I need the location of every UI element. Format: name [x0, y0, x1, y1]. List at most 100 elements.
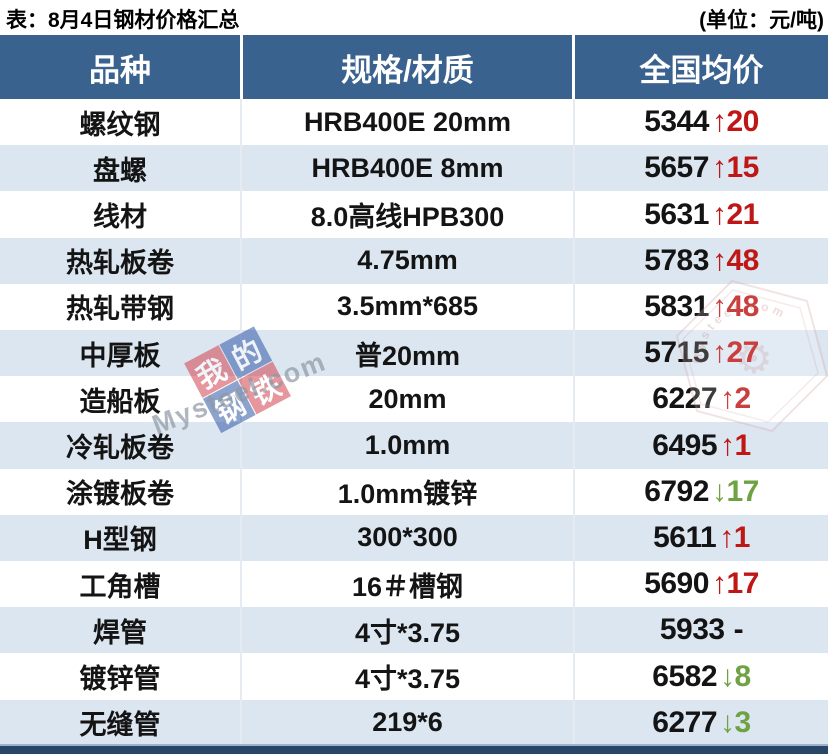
- price-value: 5933: [659, 613, 725, 647]
- up-arrow-icon: ↑: [711, 567, 727, 601]
- price-change: ↑ 15: [712, 151, 759, 185]
- variety-cell: 中厚板: [79, 340, 161, 371]
- table-row: 中厚板 普20mm 5715 ↑ 27: [0, 330, 828, 377]
- price-cell: 5715 ↑ 27: [575, 330, 828, 376]
- price-cell: 6277 ↓ 3: [575, 700, 828, 746]
- page-title: 表：8月4日钢材价格汇总: [6, 8, 240, 32]
- change-value: 1: [733, 520, 751, 554]
- table-row: 造船板 20mm 6227 ↑ 2: [0, 376, 828, 423]
- table-row: 涂镀板卷 1.0mm镀锌 6792 ↓ 17: [0, 468, 828, 515]
- up-arrow-icon: ↑: [711, 197, 727, 231]
- price-value: 5631: [644, 197, 709, 231]
- header-price: 全国均价: [639, 52, 764, 88]
- price-change: ↑ 48: [712, 244, 759, 278]
- table-row: 冷轧板卷 1.0mm 6495 ↑ 1: [0, 422, 828, 469]
- price-value: 5690: [644, 567, 709, 601]
- price-value: 6792: [644, 474, 709, 508]
- price-cell: 5783 ↑ 48: [575, 238, 828, 284]
- variety-cell: 盘螺: [93, 155, 147, 186]
- up-arrow-icon: ↑: [711, 151, 727, 185]
- down-arrow-icon: ↓: [720, 659, 735, 693]
- up-arrow-icon: ↑: [711, 289, 727, 323]
- variety-cell: 造船板: [79, 386, 161, 417]
- table-row: 焊管 4寸*3.75 5933 -: [0, 607, 828, 654]
- header-spec: 规格/材质: [240, 35, 575, 99]
- variety-cell: 热轧带钢: [66, 294, 174, 325]
- price-change: ↑ 48: [712, 290, 759, 324]
- spec-cell: HRB400E 20mm: [240, 99, 575, 146]
- variety-cell: 镀锌管: [79, 664, 161, 695]
- variety-cell: 冷轧板卷: [66, 433, 174, 464]
- price-change: ↑ 17: [712, 567, 759, 601]
- price-change: ↑ 21: [712, 198, 759, 232]
- table-row: 线材 8.0高线HPB300 5631 ↑ 21: [0, 191, 828, 238]
- variety-cell: 线材: [93, 202, 147, 232]
- change-value: 20: [726, 105, 759, 139]
- variety-cell: H型钢: [83, 525, 157, 556]
- spec-cell: 1.0mm镀锌: [240, 468, 575, 515]
- price-cell: 5344 ↑ 20: [575, 99, 828, 145]
- price-change: ↑ 2: [720, 382, 751, 416]
- up-arrow-icon: ↑: [719, 520, 734, 554]
- price-change: ↑ 20: [712, 105, 759, 139]
- price-change: -: [734, 613, 744, 647]
- variety-cell: 螺纹钢: [79, 109, 161, 140]
- change-value: 15: [726, 151, 759, 185]
- table-row: 热轧板卷 4.75mm 5783 ↑ 48: [0, 237, 828, 284]
- variety-cell: 工角槽: [79, 571, 161, 602]
- change-value: 1: [734, 428, 752, 462]
- price-cell: 5831 ↑ 48: [575, 284, 828, 330]
- title-bar: 表：8月4日钢材价格汇总 (单位：元/吨): [0, 0, 828, 35]
- spec-cell: 300*300: [240, 514, 575, 562]
- price-change: ↑ 1: [720, 429, 751, 463]
- change-value: 27: [726, 336, 759, 370]
- up-arrow-icon: ↑: [711, 105, 727, 139]
- price-change: ↑ 1: [719, 521, 750, 555]
- spec-cell: HRB400E 8mm: [240, 145, 575, 192]
- up-arrow-icon: ↑: [720, 382, 735, 416]
- change-value: 3: [734, 705, 752, 739]
- spec-cell: 16＃槽钢: [240, 561, 575, 608]
- footer-bar: [0, 744, 828, 754]
- spec-cell: 普20mm: [240, 330, 575, 377]
- price-cell: 5631 ↑ 21: [575, 191, 828, 237]
- spec-cell: 4.75mm: [240, 237, 575, 284]
- change-value: 21: [726, 197, 759, 231]
- change-value: 2: [734, 382, 752, 416]
- price-cell: 6227 ↑ 2: [575, 376, 828, 422]
- price-change: ↓ 8: [720, 660, 751, 694]
- price-change: ↓ 17: [712, 475, 759, 509]
- spec-cell: 4寸*3.75: [240, 607, 575, 654]
- price-change: ↑ 27: [712, 336, 759, 370]
- down-arrow-icon: ↓: [720, 705, 735, 739]
- price-value: 5611: [653, 520, 717, 554]
- price-value: 6582: [652, 659, 718, 693]
- table-row: 无缝管 219*6 6277 ↓ 3: [0, 699, 828, 746]
- table-row: 镀锌管 4寸*3.75 6582 ↓ 8: [0, 653, 828, 700]
- price-cell: 6582 ↓ 8: [575, 653, 828, 699]
- up-arrow-icon: ↑: [720, 428, 735, 462]
- table-body: 螺纹钢 HRB400E 20mm 5344 ↑ 20 盘螺 HRB400E 8mm…: [0, 99, 828, 746]
- spec-cell: 219*6: [240, 699, 575, 746]
- price-value: 6227: [652, 382, 718, 416]
- up-arrow-icon: ↑: [711, 243, 727, 277]
- spec-cell: 1.0mm: [240, 422, 575, 469]
- spec-cell: 4寸*3.75: [240, 653, 575, 700]
- variety-cell: 无缝管: [79, 710, 161, 741]
- change-value: -: [733, 613, 744, 647]
- price-cell: 6792 ↓ 17: [575, 469, 828, 515]
- up-arrow-icon: ↑: [711, 336, 727, 370]
- change-value: 17: [726, 474, 759, 508]
- price-cell: 5657 ↑ 15: [575, 145, 828, 191]
- spec-cell: 8.0高线HPB300: [240, 191, 575, 238]
- price-cell: 5933 -: [575, 607, 828, 653]
- price-value: 5831: [644, 289, 709, 323]
- price-change: ↓ 3: [720, 706, 751, 740]
- price-value: 5783: [644, 243, 709, 277]
- price-value: 6277: [652, 705, 718, 739]
- price-value: 5657: [644, 151, 709, 185]
- spec-cell: 3.5mm*685: [240, 283, 575, 331]
- price-cell: 6495 ↑ 1: [575, 422, 828, 468]
- table-row: 工角槽 16＃槽钢 5690 ↑ 17: [0, 561, 828, 608]
- variety-cell: 涂镀板卷: [66, 479, 174, 510]
